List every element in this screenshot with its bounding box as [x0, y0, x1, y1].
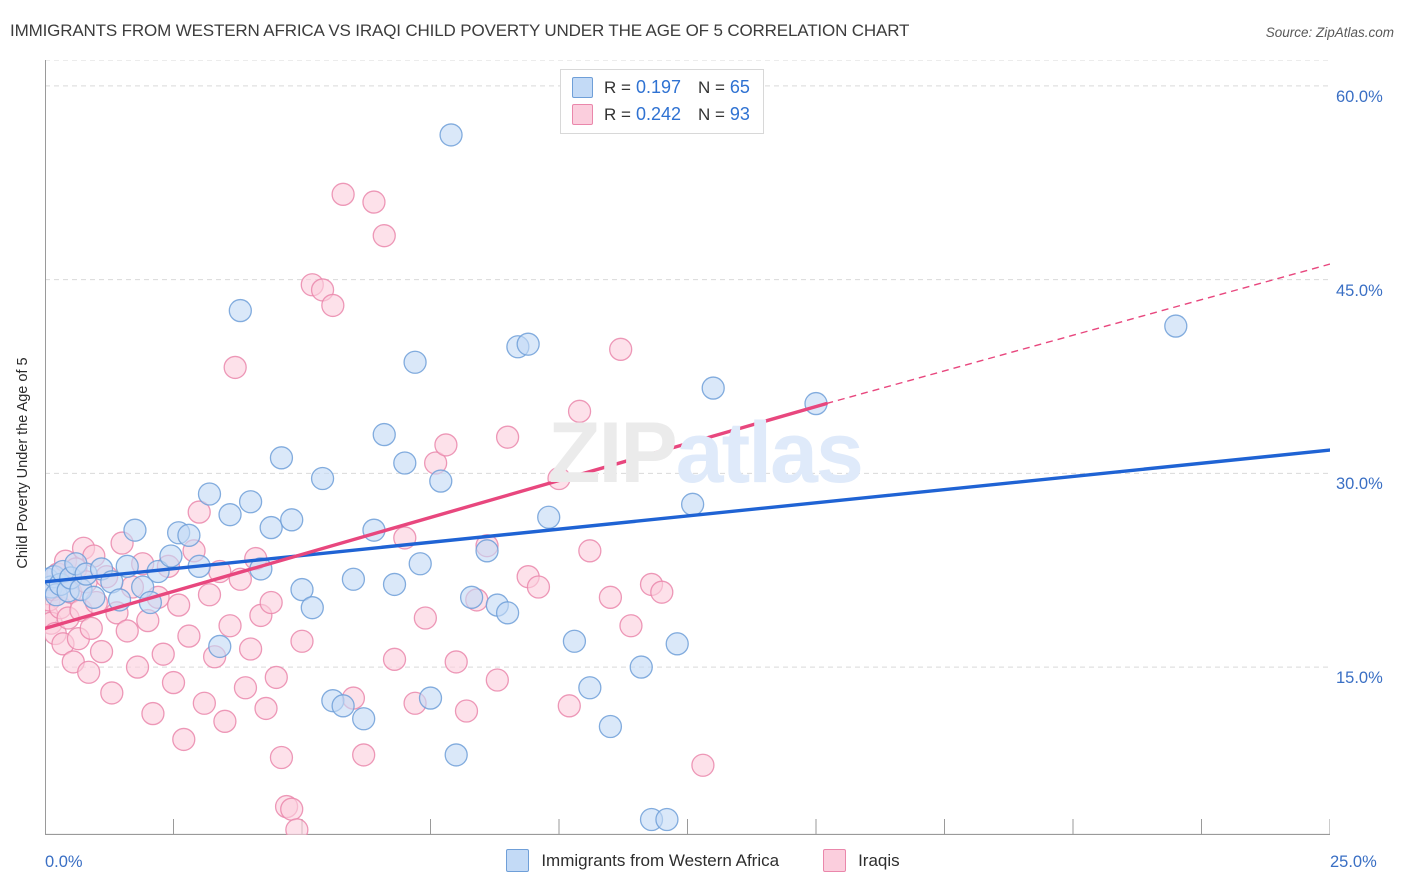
x-axis-tick-label-max: 25.0% — [1330, 853, 1377, 871]
n-value-blue: 65 — [729, 77, 750, 97]
correlation-legend-row: R = 0.242 N = 93 — [572, 103, 750, 126]
y-axis-tick-label: 30.0% — [1336, 475, 1383, 494]
page-title: IMMIGRANTS FROM WESTERN AFRICA VS IRAQI … — [10, 21, 910, 40]
trend-lines — [45, 263, 1330, 631]
y-axis-tick-label: 60.0% — [1336, 87, 1383, 106]
y-axis-tick-label: 15.0% — [1336, 669, 1383, 688]
correlation-legend-row: R = 0.197 N = 65 — [572, 76, 750, 99]
legend-swatch-western-africa — [506, 849, 530, 872]
plot-svg — [45, 60, 1330, 835]
r-label-pink: R = — [604, 104, 631, 124]
x-axis-tick-label-min: 0.0% — [45, 853, 83, 871]
axis-lines — [45, 60, 1330, 835]
n-label-blue: N = — [697, 77, 725, 97]
scatter-points-western-africa — [45, 123, 1188, 832]
r-label-blue: R = — [604, 77, 631, 97]
r-value-pink: 0.242 — [635, 104, 681, 124]
r-value-blue: 0.197 — [635, 77, 681, 97]
y-axis-tick-label: 45.0% — [1336, 281, 1383, 300]
plot-area — [45, 60, 1330, 835]
legend-item-western-africa[interactable]: Immigrants from Western Africa — [506, 849, 779, 872]
y-axis-title: Child Poverty Under the Age of 5 — [15, 357, 31, 569]
correlation-legend: R = 0.197 N = 65 R = 0.242 N = 93 — [560, 69, 764, 134]
legend-swatch-iraqis — [823, 849, 847, 872]
series-legend: Immigrants from Western Africa Iraqis — [0, 849, 1406, 872]
legend-label-western-africa: Immigrants from Western Africa — [541, 850, 780, 870]
n-label-pink: N = — [697, 104, 725, 124]
legend-swatch-western-africa — [572, 77, 593, 98]
n-value-pink: 93 — [729, 104, 750, 124]
x-axis-ticks — [45, 819, 1330, 835]
legend-item-iraqis[interactable]: Iraqis — [823, 849, 900, 872]
source-label: Source: ZipAtlas.com — [1265, 25, 1394, 40]
legend-swatch-iraqis — [572, 104, 593, 125]
legend-label-iraqis: Iraqis — [858, 850, 900, 870]
